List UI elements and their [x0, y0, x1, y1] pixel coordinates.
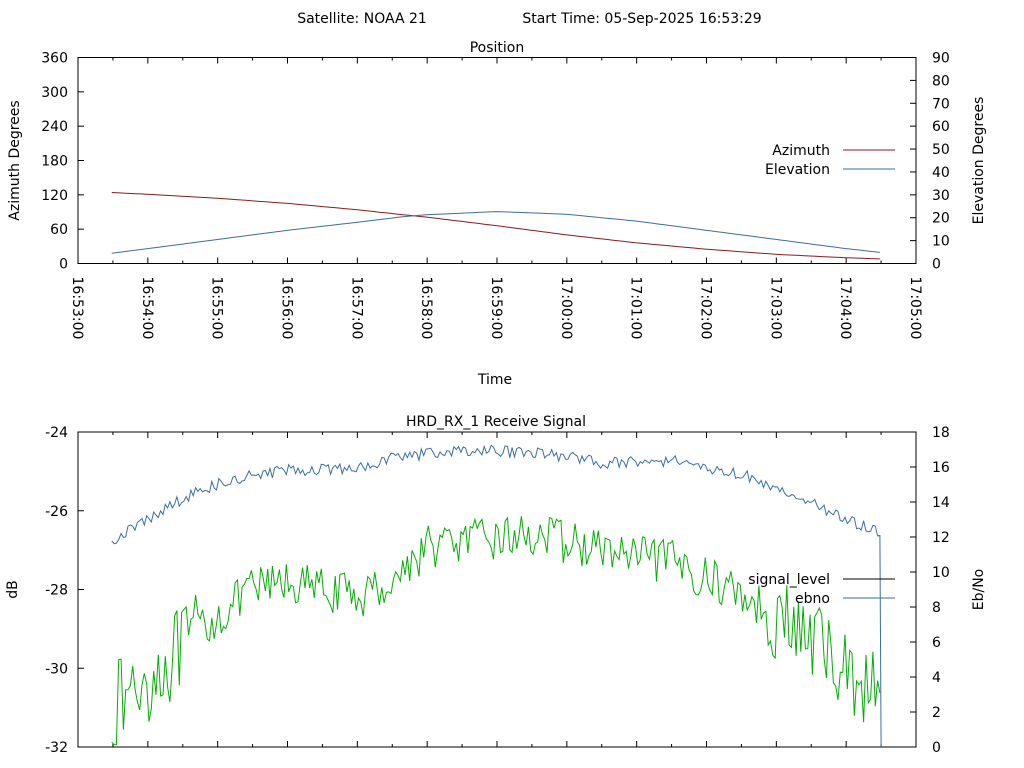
y2-tick-label: 6 [932, 635, 941, 651]
y2-tick-label: 8 [932, 600, 941, 616]
y2-tick-label: 70 [932, 96, 950, 112]
x-tick-label: 17:04:00 [837, 277, 853, 340]
y2-tick-label: 0 [932, 740, 941, 756]
y2-tick-label: 30 [932, 188, 950, 204]
y-tick-label: 240 [41, 119, 68, 135]
y2-tick-label: 10 [932, 234, 950, 250]
x-tick-label: 16:58:00 [418, 277, 434, 340]
signal-plot-frame [77, 431, 917, 748]
y-tick-label: 300 [41, 85, 68, 101]
position-legend: Azimuth Elevation [765, 143, 895, 178]
x-tick-label: 16:53:00 [69, 277, 85, 340]
y2-tick-label: 10 [932, 565, 950, 581]
y-tick-label: -26 [45, 504, 68, 520]
start-time-label: Start Time: 05-Sep-2025 16:53:29 [522, 11, 761, 27]
x-tick-label: 17:01:00 [628, 277, 644, 340]
series-line-signal_level [111, 516, 881, 746]
position-y2-axis-label: Elevation Degrees [971, 97, 987, 225]
series-line-azimuth [111, 192, 880, 260]
x-tick-label: 16:55:00 [209, 277, 225, 340]
series-line-ebno [111, 444, 882, 748]
y2-tick-label: 0 [932, 257, 941, 273]
x-tick-label: 17:05:00 [907, 277, 923, 340]
x-tick-label: 16:54:00 [139, 277, 155, 340]
x-tick-label: 16:57:00 [348, 277, 364, 340]
y2-tick-label: 2 [932, 705, 941, 721]
y-tick-label: 0 [59, 257, 68, 273]
position-chart: Position Azimuth Degrees Elevation Degre… [7, 40, 987, 388]
signal-y2-axis-label: Eb/No [971, 569, 987, 611]
series-line-elevation [111, 211, 880, 254]
y2-tick-label: 80 [932, 73, 950, 89]
y-tick-label: 180 [41, 154, 68, 170]
legend-label: Azimuth [772, 143, 830, 159]
position-plot-frame [77, 57, 917, 264]
signal-y-axis-label: dB [5, 580, 21, 599]
position-axes: 0 60 120 180 240 300 360 0 10 20 30 40 50 60 70 80 90 16:… [41, 51, 950, 340]
position-y-axis-label: Azimuth Degrees [7, 100, 23, 220]
y2-tick-label: 16 [932, 460, 950, 476]
x-tick-label: 17:02:00 [698, 277, 714, 340]
position-chart-title: Position [470, 40, 525, 56]
y-tick-label: -32 [45, 740, 68, 756]
y2-tick-label: 40 [932, 165, 950, 181]
y2-tick-label: 12 [932, 530, 950, 546]
y-tick-label: -24 [45, 425, 68, 441]
satellite-label: Satellite: NOAA 21 [297, 11, 427, 27]
y2-tick-label: 18 [932, 425, 950, 441]
y2-tick-label: 4 [932, 670, 941, 686]
legend-label: signal_level [748, 572, 830, 588]
y2-tick-label: 20 [932, 211, 950, 227]
position-x-axis-label: Time [477, 372, 512, 388]
legend-label: Elevation [765, 162, 830, 178]
x-tick-label: 17:03:00 [767, 277, 783, 340]
y2-tick-label: 14 [932, 495, 950, 511]
x-tick-label: 17:00:00 [558, 277, 574, 340]
x-tick-label: 16:56:00 [279, 277, 295, 340]
signal-chart-title: HRD_RX_1 Receive Signal [406, 414, 586, 430]
signal-series [111, 444, 882, 748]
y2-tick-label: 90 [932, 51, 950, 67]
y-tick-label: 120 [41, 188, 68, 204]
y2-tick-label: 60 [932, 119, 950, 135]
y-tick-label: 360 [41, 51, 68, 67]
x-tick-label: 16:59:00 [488, 277, 504, 340]
position-series [111, 192, 880, 260]
signal-chart: HRD_RX_1 Receive Signal dB Eb/No -32 -30 -… [5, 414, 987, 756]
y2-tick-label: 50 [932, 142, 950, 158]
y-tick-label: -28 [45, 583, 68, 599]
y-tick-label: -30 [45, 661, 68, 677]
y-tick-label: 60 [50, 222, 68, 238]
legend-label: ebno [795, 591, 830, 607]
